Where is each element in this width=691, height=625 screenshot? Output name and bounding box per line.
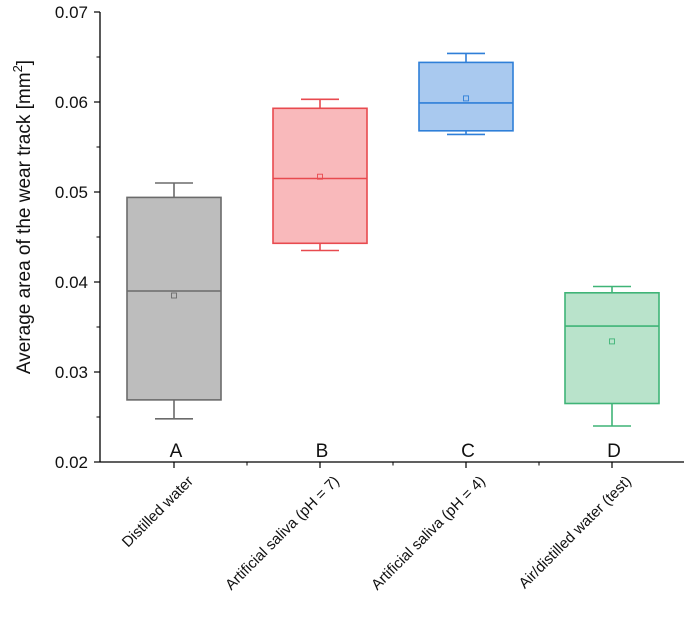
y-axis-title-superscript: 2 [10, 65, 25, 72]
y-tick-label: 0.03 [55, 363, 88, 382]
x-category-label: Artificial saliva (pH = 7) [222, 473, 343, 594]
mean-marker [463, 95, 469, 102]
plot-area: 0.02 0.03 0.04 0.05 0.06 0.07 A Distilled water… [55, 3, 684, 594]
group-letter-label: B [316, 441, 329, 462]
x-category-label: Distilled water [119, 473, 197, 551]
group-letter-label: C [461, 441, 475, 462]
y-tick-label: 0.04 [55, 273, 88, 292]
group-letter-label: A [170, 441, 183, 462]
mean-marker [609, 338, 615, 345]
box-iqr [564, 291, 660, 405]
box-iqr [272, 107, 368, 245]
mean-marker [171, 292, 177, 299]
y-tick-label: 0.07 [55, 3, 88, 22]
y-tick-label: 0.02 [55, 453, 88, 472]
mean-marker [317, 173, 323, 180]
box-iqr [126, 196, 222, 401]
x-category-label: Air/distilled water (test) [516, 473, 635, 592]
y-tick-label: 0.06 [55, 93, 88, 112]
y-tick-label: 0.05 [55, 183, 88, 202]
y-axis-title: Average area of the wear track [mm2] [10, 60, 35, 374]
y-axis-title-suffix: ] [14, 60, 35, 65]
x-category-label: Artificial saliva (pH = 4) [368, 473, 489, 594]
group-letter-label: D [607, 441, 621, 462]
box-iqr [418, 61, 514, 132]
y-axis-title-text: Average area of the wear track [mm [14, 72, 35, 374]
